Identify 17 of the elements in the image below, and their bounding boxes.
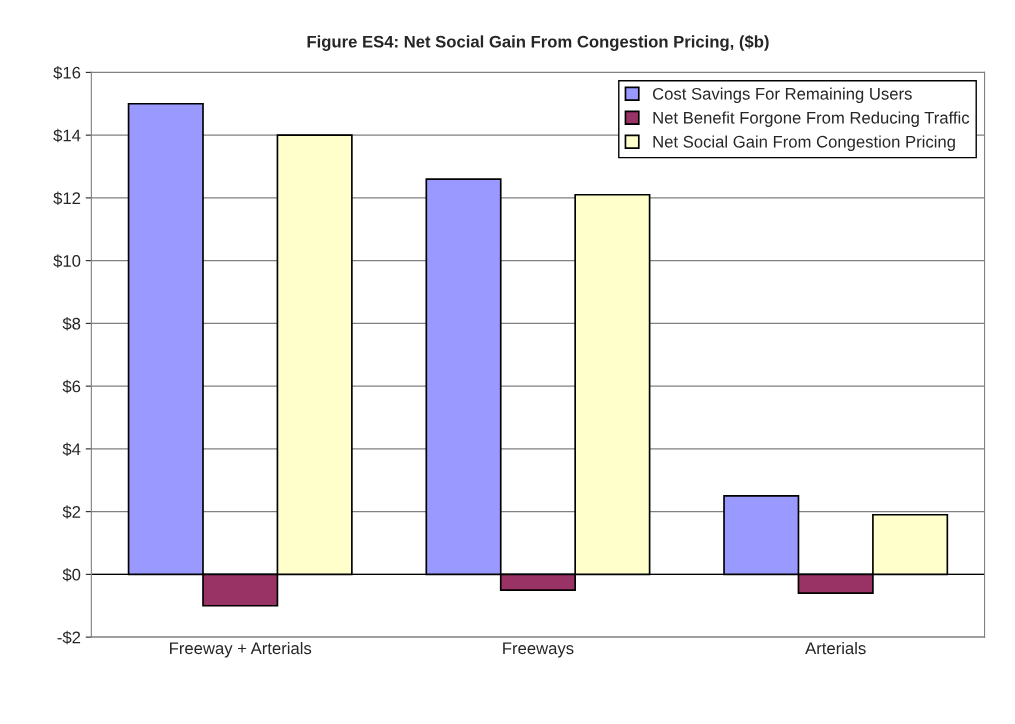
legend-label: Net Benefit Forgone From Reducing Traffic [653,111,970,127]
y-tick-label: $14 [53,128,81,143]
y-tick-label: $10 [53,254,81,268]
x-tick-label: Freeways [503,642,574,658]
x-tick-label: Freeway + Arterials [170,641,312,658]
y-tick-label: $6 [62,379,81,394]
y-tick-label: $0 [62,568,81,582]
chart-title: Figure ES4: Net Social Gain From Congestion Pricing, ($b) [307,35,769,51]
legend-label: Net Social Gain From Congestion Pricing [653,135,955,151]
y-tick-label: -$2 [57,630,81,645]
legend-label: Cost Savings For Remaining Users [652,87,912,104]
y-tick-label: $12 [53,191,81,206]
x-tick-label: Arterials [805,641,866,655]
y-tick-label: $4 [62,442,81,457]
y-tick-label: $8 [62,317,81,331]
y-tick-label: $2 [62,505,81,519]
y-tick-label: $16 [53,66,81,80]
